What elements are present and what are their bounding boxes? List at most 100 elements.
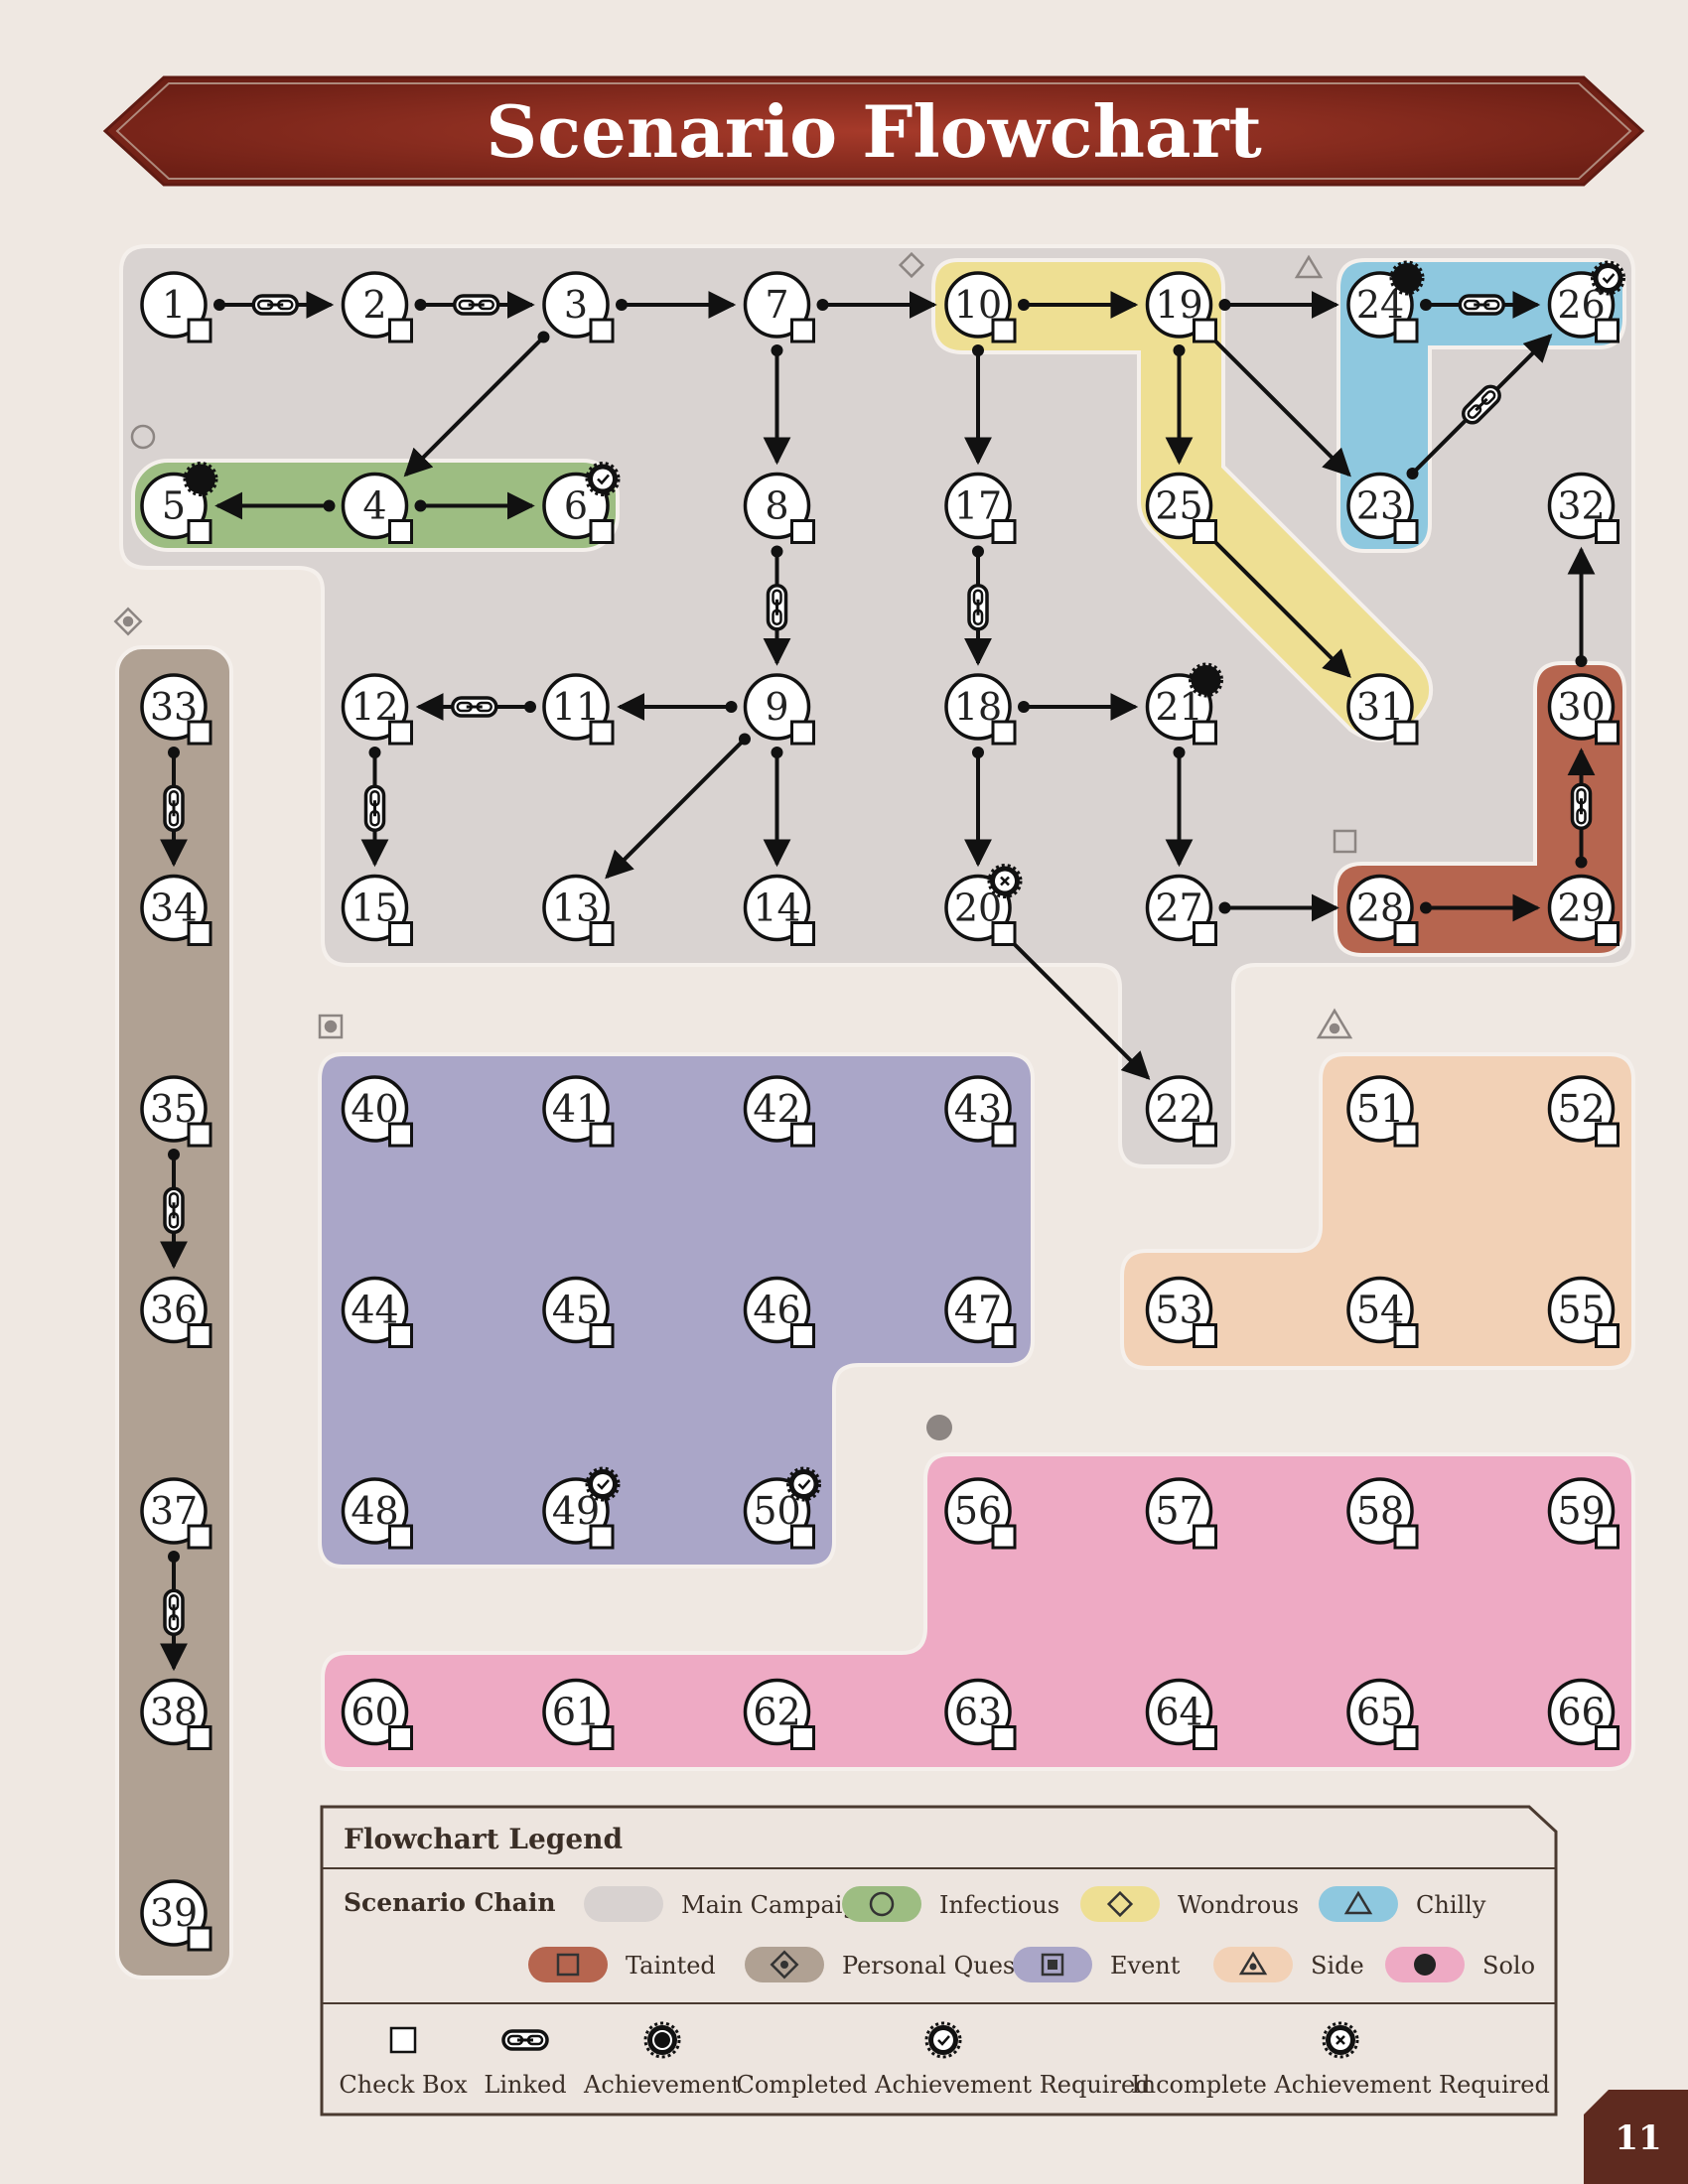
scenario-node[interactable]: 5 [140,462,218,544]
checkbox-icon[interactable] [1595,921,1619,946]
scenario-node[interactable]: 15 [341,874,413,946]
scenario-node[interactable]: 55 [1547,1276,1619,1348]
checkbox-icon[interactable] [1595,1122,1619,1148]
checkbox-icon[interactable] [1595,519,1619,544]
scenario-node[interactable]: 33 [140,673,212,746]
checkbox-icon[interactable] [589,519,615,544]
checkbox-icon[interactable] [1595,720,1619,746]
checkbox-icon[interactable] [790,519,815,544]
scenario-node[interactable]: 51 [1346,1075,1419,1148]
scenario-node[interactable]: 65 [1346,1678,1419,1750]
scenario-node[interactable]: 27 [1145,874,1217,946]
scenario-node[interactable]: 57 [1145,1477,1217,1550]
checkbox-icon[interactable] [1595,318,1619,343]
checkbox-icon[interactable] [1595,1524,1619,1550]
scenario-node[interactable]: 24 [1346,260,1425,343]
checkbox-icon[interactable] [991,519,1017,544]
checkbox-icon[interactable] [388,1323,413,1348]
checkbox-icon[interactable] [388,318,413,343]
scenario-node[interactable]: 62 [743,1678,815,1750]
scenario-node[interactable]: 60 [341,1678,413,1750]
scenario-node[interactable]: 26 [1547,260,1625,343]
scenario-node[interactable]: 25 [1145,472,1217,544]
checkbox-icon[interactable] [1393,1524,1419,1550]
checkbox-icon[interactable] [589,921,615,946]
scenario-node[interactable]: 63 [944,1678,1017,1750]
checkbox-icon[interactable] [1595,1323,1619,1348]
scenario-node[interactable]: 40 [341,1075,413,1148]
checkbox-icon[interactable] [1193,1725,1217,1750]
checkbox-icon[interactable] [1393,318,1419,343]
scenario-node[interactable]: 58 [1346,1477,1419,1550]
scenario-node[interactable]: 66 [1547,1678,1619,1750]
checkbox-icon[interactable] [589,1725,615,1750]
scenario-node[interactable]: 34 [140,874,212,946]
scenario-node[interactable]: 4 [341,472,413,544]
scenario-node[interactable]: 35 [140,1075,212,1148]
scenario-node[interactable]: 50 [743,1466,821,1550]
scenario-node[interactable]: 43 [944,1075,1017,1148]
checkbox-icon[interactable] [388,1524,413,1550]
scenario-node[interactable]: 12 [341,673,413,746]
checkbox-icon[interactable] [589,318,615,343]
checkbox-icon[interactable] [1193,1524,1217,1550]
checkbox-icon[interactable] [790,1122,815,1148]
checkbox-icon[interactable] [1595,1725,1619,1750]
checkbox-icon[interactable] [991,318,1017,343]
checkbox-icon[interactable] [991,720,1017,746]
checkbox-icon[interactable] [589,1524,615,1550]
checkbox-icon[interactable] [187,1323,212,1348]
scenario-node[interactable]: 1 [140,271,212,343]
scenario-node[interactable]: 49 [542,1466,621,1550]
scenario-node[interactable]: 22 [1145,1075,1217,1148]
checkbox-icon[interactable] [790,1323,815,1348]
scenario-node[interactable]: 14 [743,874,815,946]
checkbox-icon[interactable] [1393,921,1419,946]
checkbox-icon[interactable] [790,720,815,746]
scenario-node[interactable]: 31 [1346,673,1419,746]
checkbox-icon[interactable] [1393,1323,1419,1348]
scenario-node[interactable]: 39 [140,1879,212,1952]
checkbox-icon[interactable] [790,1524,815,1550]
checkbox-icon[interactable] [1193,921,1217,946]
checkbox-icon[interactable] [388,1122,413,1148]
scenario-node[interactable]: 42 [743,1075,815,1148]
scenario-node[interactable]: 45 [542,1276,615,1348]
scenario-node[interactable]: 10 [944,271,1017,343]
checkbox-icon[interactable] [1393,1122,1419,1148]
checkbox-icon[interactable] [388,1725,413,1750]
checkbox-icon[interactable] [1193,519,1217,544]
checkbox-icon[interactable] [187,318,212,343]
scenario-node[interactable]: 47 [944,1276,1017,1348]
checkbox-icon[interactable] [187,519,212,544]
scenario-node[interactable]: 9 [743,673,815,746]
scenario-node[interactable]: 20 [944,864,1023,946]
checkbox-icon[interactable] [1193,720,1217,746]
scenario-node[interactable]: 38 [140,1678,212,1750]
checkbox-icon[interactable] [1393,720,1419,746]
checkbox-icon[interactable] [187,720,212,746]
checkbox-icon[interactable] [991,1524,1017,1550]
checkbox-icon[interactable] [991,1122,1017,1148]
checkbox-icon[interactable] [187,921,212,946]
scenario-node[interactable]: 17 [944,472,1017,544]
checkbox-icon[interactable] [187,1725,212,1750]
checkbox-icon[interactable] [790,318,815,343]
checkbox-icon[interactable] [388,921,413,946]
scenario-node[interactable]: 28 [1346,874,1419,946]
checkbox-icon[interactable] [1193,1122,1217,1148]
scenario-node[interactable]: 11 [542,673,615,746]
scenario-node[interactable]: 59 [1547,1477,1619,1550]
checkbox-icon[interactable] [187,1926,212,1952]
checkbox-icon[interactable] [187,1122,212,1148]
scenario-node[interactable]: 30 [1547,673,1619,746]
scenario-node[interactable]: 64 [1145,1678,1217,1750]
checkbox-icon[interactable] [388,720,413,746]
checkbox-icon[interactable] [187,1524,212,1550]
scenario-node[interactable]: 13 [542,874,615,946]
checkbox-icon[interactable] [790,1725,815,1750]
scenario-node[interactable]: 19 [1145,271,1217,343]
scenario-node[interactable]: 23 [1346,472,1419,544]
checkbox-icon[interactable] [1393,519,1419,544]
scenario-node[interactable]: 41 [542,1075,615,1148]
